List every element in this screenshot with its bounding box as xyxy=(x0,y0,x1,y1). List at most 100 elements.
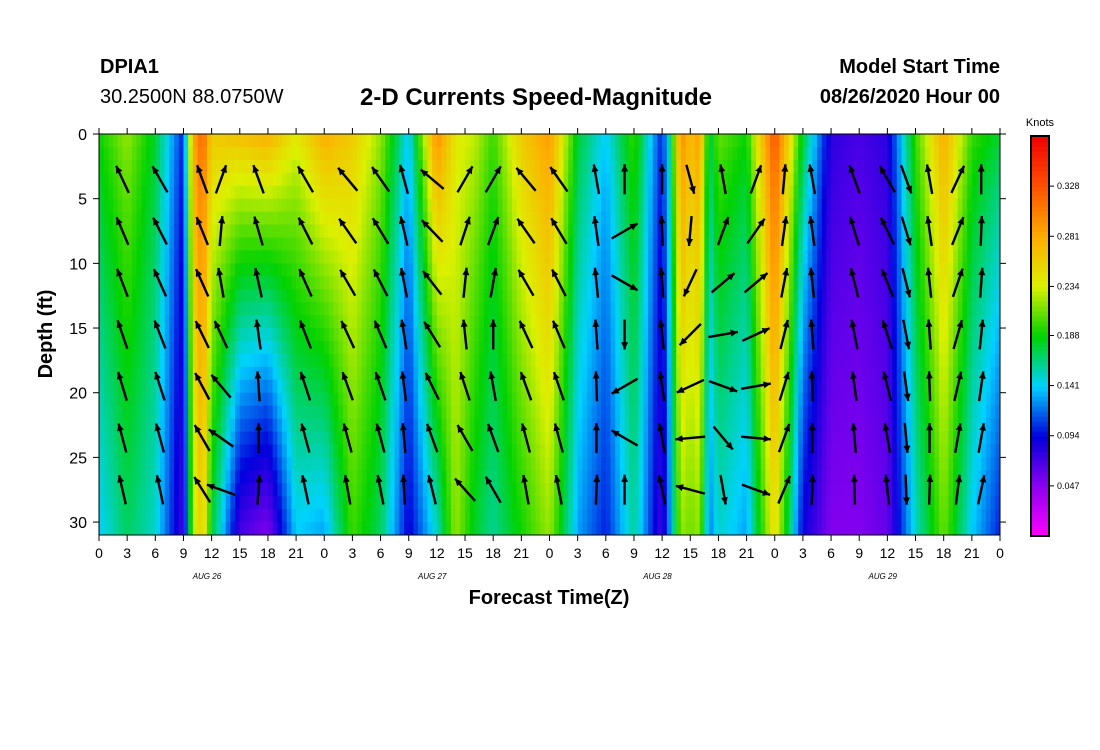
heat-cell xyxy=(779,172,785,187)
heat-cell xyxy=(784,237,790,252)
heat-cell xyxy=(155,392,161,407)
heat-cell xyxy=(225,159,231,174)
heat-cell xyxy=(178,483,185,497)
heat-cell xyxy=(249,263,255,277)
heat-cell xyxy=(671,457,677,471)
heat-cell xyxy=(113,302,119,316)
heat-cell xyxy=(221,134,227,148)
heat-cell xyxy=(572,418,579,433)
heat-cell xyxy=(558,263,565,277)
heat-cell xyxy=(465,146,471,161)
heat-cell xyxy=(511,366,518,381)
heat-cell xyxy=(239,302,246,316)
heat-cell xyxy=(849,224,856,239)
heat-cell xyxy=(737,328,743,342)
heat-cell xyxy=(704,379,710,394)
heat-cell xyxy=(587,276,593,290)
heat-cell xyxy=(765,185,771,200)
heat-cell xyxy=(741,379,748,394)
heat-cell xyxy=(455,198,461,213)
heat-cell xyxy=(568,392,574,407)
heat-cell xyxy=(737,496,743,510)
heat-cell xyxy=(216,289,222,303)
heat-cell xyxy=(155,263,161,277)
heat-cell xyxy=(277,431,283,446)
heat-cell xyxy=(357,237,363,252)
heat-cell xyxy=(460,392,466,407)
heat-cell xyxy=(343,159,349,174)
heat-cell xyxy=(169,522,175,535)
heat-cell xyxy=(798,509,804,523)
heat-cell xyxy=(380,509,386,523)
heat-cell xyxy=(263,366,269,381)
heat-cell xyxy=(427,302,433,316)
heat-cell xyxy=(314,470,321,484)
heat-cell xyxy=(502,457,508,471)
heat-cell xyxy=(821,366,827,381)
heat-cell xyxy=(211,146,217,161)
heat-cell xyxy=(765,405,771,420)
heat-cell xyxy=(418,522,424,535)
heat-cell xyxy=(638,353,644,368)
heat-cell xyxy=(755,457,762,471)
heat-cell xyxy=(685,470,691,484)
heat-cell xyxy=(713,496,720,510)
heat-cell xyxy=(389,444,396,458)
heat-cell xyxy=(694,340,701,355)
heat-cell xyxy=(807,134,813,148)
heat-cell xyxy=(633,444,640,458)
heat-cell xyxy=(638,496,644,510)
heat-cell xyxy=(174,146,180,161)
heat-cell xyxy=(845,172,851,187)
heat-cell xyxy=(385,315,391,329)
heat-cell xyxy=(103,379,109,394)
heat-cell xyxy=(404,172,410,187)
heat-cell xyxy=(375,276,382,290)
heat-cell xyxy=(784,134,790,148)
heat-cell xyxy=(479,134,485,148)
heat-cell xyxy=(375,366,382,381)
heat-cell xyxy=(235,185,241,200)
heat-cell xyxy=(544,496,551,510)
heat-cell xyxy=(286,483,292,497)
heat-cell xyxy=(197,328,203,342)
heat-cell xyxy=(802,172,809,187)
heat-cell xyxy=(507,418,513,433)
heat-cell xyxy=(272,496,278,510)
heat-cell xyxy=(244,172,250,187)
heat-cell xyxy=(338,159,344,174)
heat-cell xyxy=(784,418,790,433)
heat-cell xyxy=(432,340,438,355)
heat-cell xyxy=(483,392,490,407)
heat-cell xyxy=(563,509,569,523)
heat-cell xyxy=(338,444,344,458)
heat-cell xyxy=(680,237,687,252)
heat-cell xyxy=(469,418,476,433)
heat-cell xyxy=(99,289,105,303)
heat-cell xyxy=(741,418,748,433)
heat-cell xyxy=(253,457,260,471)
heat-cell xyxy=(521,302,527,316)
heat-cell xyxy=(343,392,349,407)
heat-cell xyxy=(324,289,330,303)
heat-cell xyxy=(164,224,170,239)
heat-cell xyxy=(662,146,668,161)
heat-cell xyxy=(563,418,569,433)
heat-cell xyxy=(615,418,621,433)
heat-cell xyxy=(352,172,358,187)
heat-cell xyxy=(840,379,846,394)
heat-cell xyxy=(310,198,316,213)
heat-cell xyxy=(113,353,119,368)
heat-cell xyxy=(704,366,710,381)
heat-cell xyxy=(488,509,494,523)
heat-cell xyxy=(737,172,743,187)
heat-cell xyxy=(652,496,659,510)
heat-cell xyxy=(746,405,752,420)
heat-cell xyxy=(821,211,827,226)
heat-cell xyxy=(521,198,527,213)
heat-cell xyxy=(225,146,231,161)
heat-cell xyxy=(774,302,781,316)
heat-cell xyxy=(108,522,114,535)
heat-cell xyxy=(249,444,255,458)
heat-cell xyxy=(178,198,185,213)
